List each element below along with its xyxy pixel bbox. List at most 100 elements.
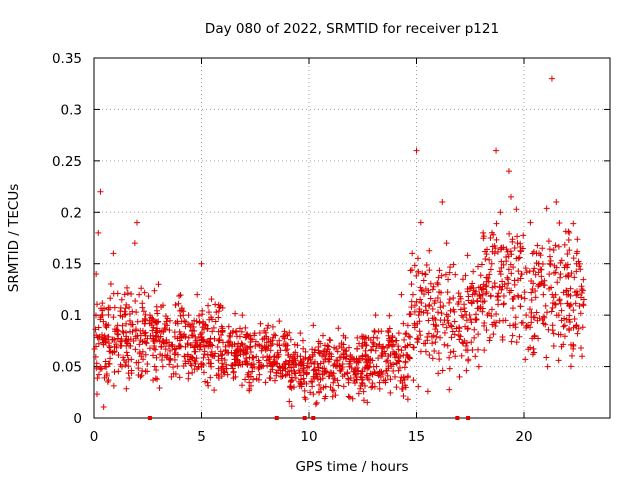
data-point-fill	[258, 343, 265, 350]
data-point-fill	[114, 290, 121, 297]
data-point-fill	[571, 274, 578, 281]
data-point-fill	[261, 335, 268, 342]
data-point-fill	[189, 369, 196, 376]
data-point-fill	[515, 255, 522, 262]
data-point-fill	[482, 256, 489, 263]
data-point-fill	[113, 341, 120, 348]
data-point-fill	[224, 371, 231, 378]
data-point-fill	[549, 304, 556, 311]
data-point-fill	[100, 318, 107, 325]
data-point-fill	[302, 348, 309, 355]
data-point-fill	[205, 309, 212, 316]
data-point-fill	[244, 348, 251, 355]
data-point	[417, 219, 424, 226]
data-point-fill	[528, 289, 535, 296]
data-point-fill	[508, 270, 515, 277]
data-point-fill	[479, 285, 486, 292]
data-point-fill	[175, 300, 182, 307]
data-point-fill	[516, 333, 523, 340]
data-point-fill	[484, 275, 491, 282]
data-point-fill	[142, 317, 149, 324]
data-point-fill	[378, 328, 385, 335]
data-point-fill	[455, 290, 462, 297]
data-point-fill	[237, 325, 244, 332]
axis-marker	[311, 416, 316, 420]
data-point-fill	[478, 261, 485, 268]
data-point-fill	[423, 262, 430, 269]
data-point	[110, 250, 117, 257]
data-point-fill	[231, 341, 238, 348]
data-point-fill	[422, 271, 429, 278]
data-point-fill	[451, 308, 458, 315]
data-point-fill	[256, 359, 263, 366]
data-point-fill	[565, 228, 572, 235]
data-point-fill	[511, 244, 518, 251]
data-point-fill	[171, 329, 178, 336]
data-point-fill	[222, 347, 229, 354]
data-point-fill	[185, 334, 192, 341]
data-point-fill	[138, 285, 145, 292]
data-point-fill	[153, 333, 160, 340]
data-point-fill	[123, 320, 130, 327]
data-point-fill	[256, 371, 263, 378]
data-point-fill	[437, 317, 444, 324]
data-point-fill	[284, 368, 291, 375]
y-tick-label: 0.15	[52, 257, 82, 273]
data-point	[435, 281, 441, 288]
data-point-fill	[135, 359, 142, 366]
data-point-fill	[514, 233, 521, 240]
data-point-fill	[358, 376, 365, 383]
data-point	[561, 322, 568, 329]
data-point-fill	[171, 346, 178, 353]
data-point-fill	[127, 328, 134, 335]
data-point-fill	[167, 355, 174, 362]
data-point-fill	[310, 373, 317, 380]
data-point-fill	[355, 359, 362, 366]
data-point-fill	[500, 301, 507, 308]
data-point-fill	[281, 361, 288, 368]
data-point-fill	[463, 317, 470, 324]
data-point-fill	[432, 297, 439, 304]
data-point-fill	[386, 335, 393, 342]
data-point-fill	[438, 272, 445, 279]
data-point-fill	[408, 281, 415, 288]
y-tick-label: 0.2	[61, 205, 82, 221]
data-point-fill	[414, 335, 421, 342]
data-point-fill	[558, 307, 565, 314]
data-point-fill	[93, 332, 100, 339]
data-point-fill	[488, 229, 495, 236]
data-point-fill	[243, 355, 250, 362]
data-point-fill	[557, 274, 564, 281]
data-point-fill	[468, 339, 475, 346]
data-point-fill	[368, 346, 375, 353]
axis-marker	[466, 416, 471, 420]
data-point-fill	[271, 377, 278, 384]
data-point-fill	[296, 383, 303, 390]
data-point-fill	[514, 277, 521, 284]
data-point-fill	[392, 354, 399, 361]
data-point-fill	[375, 343, 382, 350]
data-point-fill	[529, 335, 536, 342]
data-point	[404, 322, 411, 329]
data-point-fill	[407, 311, 414, 318]
data-point-fill	[444, 342, 451, 349]
data-point-fill	[570, 220, 577, 227]
data-point-fill	[396, 364, 403, 371]
data-point-fill	[398, 347, 405, 354]
data-point-fill	[408, 266, 415, 273]
data-point-fill	[262, 379, 269, 386]
data-point-fill	[372, 347, 379, 354]
data-point-fill	[496, 268, 503, 275]
data-point-fill	[487, 292, 494, 299]
data-point-fill	[529, 250, 536, 257]
chart-title: Day 080 of 2022, SRMTID for receiver p12…	[205, 21, 499, 37]
data-point-fill	[238, 328, 245, 335]
data-point-fill	[280, 333, 287, 340]
data-point-fill	[257, 320, 264, 327]
data-point-fill	[493, 220, 500, 227]
data-point-fill	[289, 376, 296, 383]
data-point-fill	[437, 304, 444, 311]
axis-marker	[147, 416, 152, 420]
data-point-fill	[260, 362, 267, 369]
y-tick-label: 0	[73, 411, 82, 427]
